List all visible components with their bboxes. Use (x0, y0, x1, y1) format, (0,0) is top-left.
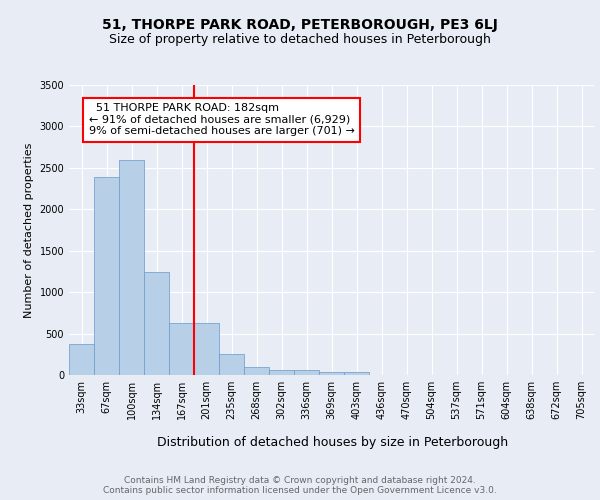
Bar (344, 372, 369, 375)
Text: 51, THORPE PARK ROAD, PETERBOROUGH, PE3 6LJ: 51, THORPE PARK ROAD, PETERBOROUGH, PE3 … (102, 18, 498, 32)
Text: Distribution of detached houses by size in Peterborough: Distribution of detached houses by size … (157, 436, 509, 449)
Bar (219, 354, 244, 375)
Bar (269, 370, 294, 375)
Bar (119, 160, 144, 375)
Text: Contains HM Land Registry data © Crown copyright and database right 2024.
Contai: Contains HM Land Registry data © Crown c… (103, 476, 497, 495)
Text: Size of property relative to detached houses in Peterborough: Size of property relative to detached ho… (109, 32, 491, 46)
Bar (144, 272, 169, 375)
Bar (244, 366, 269, 375)
Bar (69, 344, 94, 375)
Bar (294, 370, 319, 375)
Y-axis label: Number of detached properties: Number of detached properties (24, 142, 34, 318)
Bar (319, 372, 344, 375)
Text: 51 THORPE PARK ROAD: 182sqm
← 91% of detached houses are smaller (6,929)
9% of s: 51 THORPE PARK ROAD: 182sqm ← 91% of det… (89, 103, 355, 136)
Bar (94, 177, 119, 375)
Bar (194, 323, 219, 375)
Bar (169, 323, 194, 375)
